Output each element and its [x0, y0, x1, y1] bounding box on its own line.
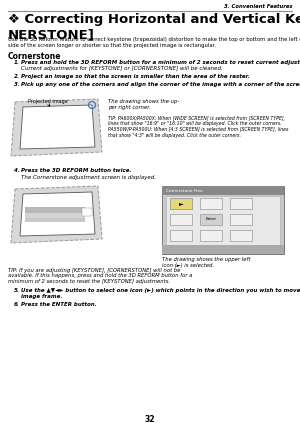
Text: 2.: 2.	[14, 74, 20, 79]
FancyBboxPatch shape	[170, 198, 192, 209]
Text: Press the 3D REFORM button twice.: Press the 3D REFORM button twice.	[21, 168, 132, 173]
Text: 6.: 6.	[14, 302, 20, 307]
Text: PA550W/P-PA500U: When [4:3 SCREEN] is selected from [SCREEN TYPE], lines: PA550W/P-PA500U: When [4:3 SCREEN] is se…	[108, 127, 288, 132]
Text: image frame.: image frame.	[21, 294, 62, 299]
Polygon shape	[11, 186, 102, 243]
FancyBboxPatch shape	[170, 214, 192, 225]
FancyBboxPatch shape	[230, 198, 252, 209]
Text: icon (►) is selected.: icon (►) is selected.	[162, 263, 214, 267]
Text: TIP: If you are adjusting [KEYSTONE], [CORNERSTONE] will not be: TIP: If you are adjusting [KEYSTONE], [C…	[8, 268, 180, 273]
FancyBboxPatch shape	[25, 213, 85, 218]
FancyBboxPatch shape	[200, 230, 222, 241]
FancyBboxPatch shape	[170, 198, 192, 209]
Text: TIP: PA600X/PA500X: When [WIDE SCREEN] is selected from [SCREEN TYPE],: TIP: PA600X/PA500X: When [WIDE SCREEN] i…	[108, 116, 285, 121]
FancyBboxPatch shape	[200, 198, 222, 209]
FancyBboxPatch shape	[230, 230, 252, 241]
FancyBboxPatch shape	[162, 186, 284, 195]
Text: Cornerstone Fine: Cornerstone Fine	[166, 189, 203, 192]
Text: ►: ►	[178, 201, 183, 206]
Text: The drawing shows the up-: The drawing shows the up-	[108, 99, 179, 104]
Text: 32: 32	[145, 415, 155, 423]
FancyBboxPatch shape	[25, 218, 85, 222]
Text: Use the 3D Reform feature to correct keystone (trapezoidal) distortion to make t: Use the 3D Reform feature to correct key…	[8, 37, 300, 42]
Text: The drawing shows the upper left: The drawing shows the upper left	[162, 257, 250, 262]
FancyBboxPatch shape	[166, 196, 280, 245]
Text: Cornerstone: Cornerstone	[8, 52, 62, 61]
Text: ❖ Correcting Horizontal and Vertical Keystone Distortion [COR-
NERSTONE]: ❖ Correcting Horizontal and Vertical Key…	[8, 13, 300, 41]
Text: Pick up any one of the corners and align the corner of the image with a corner o: Pick up any one of the corners and align…	[21, 82, 300, 87]
FancyBboxPatch shape	[230, 214, 252, 225]
Text: Projected image: Projected image	[28, 99, 68, 104]
FancyBboxPatch shape	[170, 230, 192, 241]
Text: 3.: 3.	[14, 82, 20, 87]
Text: Enter: Enter	[206, 217, 217, 222]
FancyBboxPatch shape	[25, 207, 85, 213]
Text: Project an image so that the screen is smaller than the area of the raster.: Project an image so that the screen is s…	[21, 74, 250, 79]
Text: The Cornerstone adjustment screen is displayed.: The Cornerstone adjustment screen is dis…	[21, 175, 156, 179]
Text: 3. Convenient Features: 3. Convenient Features	[224, 5, 292, 9]
Text: Current adjustments for [KEYSTONE] or [CORNERSTONE] will be cleaned.: Current adjustments for [KEYSTONE] or [C…	[21, 66, 223, 71]
Text: available. If this happens, press and hold the 3D REFORM button for a: available. If this happens, press and ho…	[8, 274, 192, 278]
Text: minimum of 2 seconds to reset the [KEYSTONE] adjustments.: minimum of 2 seconds to reset the [KEYST…	[8, 279, 170, 284]
FancyBboxPatch shape	[82, 208, 92, 216]
Text: Press and hold the 3D REFORM button for a minimum of 2 seconds to reset current : Press and hold the 3D REFORM button for …	[21, 60, 300, 65]
Polygon shape	[20, 192, 95, 236]
FancyBboxPatch shape	[162, 186, 284, 254]
Polygon shape	[20, 105, 95, 149]
Text: Use the ▲▼◄► button to select one icon (►) which points in the direction you wis: Use the ▲▼◄► button to select one icon (…	[21, 288, 300, 293]
Text: that show "4:3" will be displayed. Click the outer corners.: that show "4:3" will be displayed. Click…	[108, 132, 241, 137]
FancyBboxPatch shape	[162, 245, 284, 254]
Text: lines that show "16:9" or "16:10" will be displayed. Click the outer corners.: lines that show "16:9" or "16:10" will b…	[108, 121, 282, 126]
Polygon shape	[11, 99, 102, 156]
Text: Press the ENTER button.: Press the ENTER button.	[21, 302, 97, 307]
Text: 1.: 1.	[14, 60, 20, 65]
Text: 4.: 4.	[14, 168, 20, 173]
Text: 5.: 5.	[14, 288, 20, 293]
FancyBboxPatch shape	[200, 214, 222, 225]
Text: per right corner.: per right corner.	[108, 105, 151, 110]
Text: side of the screen longer or shorter so that the projected image is rectangular.: side of the screen longer or shorter so …	[8, 42, 216, 47]
